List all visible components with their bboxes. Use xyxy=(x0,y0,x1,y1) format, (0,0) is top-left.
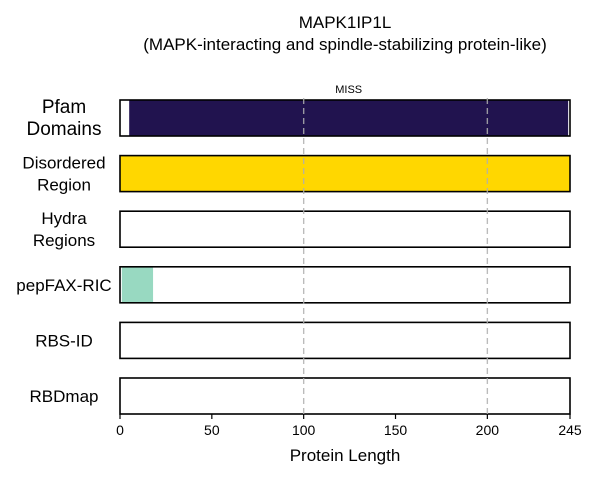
tracks-group: Pfam Domains MISS Disordered Region Hydra Regi… xyxy=(16,84,571,415)
track-label: RBS-ID xyxy=(35,331,93,350)
track-frame xyxy=(119,210,571,248)
track-segment xyxy=(129,100,569,136)
track-row: Disordered Region xyxy=(22,154,571,195)
track-label-line: pepFAX-RIC xyxy=(16,276,111,295)
track-frame xyxy=(119,154,571,193)
reference-lines xyxy=(302,98,489,414)
x-tick-label: 0 xyxy=(116,422,124,438)
chart-subtitle: (MAPK-interacting and spindle-stabilizin… xyxy=(143,35,546,54)
track-segment xyxy=(120,155,570,192)
track-frame xyxy=(119,321,571,360)
track-label: pepFAX-RIC xyxy=(16,276,111,295)
track-label-line: Region xyxy=(37,176,91,195)
track-row: Pfam Domains MISS xyxy=(27,84,571,140)
track-frame xyxy=(119,99,571,137)
x-tick-label: 100 xyxy=(292,422,316,438)
x-axis-label: Protein Length xyxy=(290,446,401,465)
chart-title: MAPK1IP1L xyxy=(299,13,392,32)
x-tick-label: 150 xyxy=(384,422,408,438)
track-row: pepFAX-RIC xyxy=(16,265,571,304)
track-segment xyxy=(121,266,154,303)
track-label-line: Pfam xyxy=(42,97,86,118)
x-tick-label: 50 xyxy=(204,422,220,438)
track-row: RBS-ID xyxy=(35,321,571,360)
track-label: RBDmap xyxy=(30,387,99,406)
track-row: RBDmap xyxy=(30,377,571,415)
track-label-line: RBS-ID xyxy=(35,331,93,350)
track-label: Hydra Regions xyxy=(33,209,95,250)
track-label: Disordered Region xyxy=(22,154,105,195)
segment-label: MISS xyxy=(335,84,362,96)
track-frame xyxy=(119,377,571,415)
track-label-line: Hydra xyxy=(41,209,87,228)
x-tick-label: 245 xyxy=(558,422,582,438)
track-label-line: Domains xyxy=(27,119,102,140)
track-label-line: Regions xyxy=(33,231,95,250)
track-label-line: RBDmap xyxy=(30,387,99,406)
x-axis: 0 50 100 150 200 245 xyxy=(116,414,582,438)
track-frame xyxy=(119,265,571,304)
x-tick-label: 200 xyxy=(476,422,500,438)
track-label-line: Disordered xyxy=(22,154,105,173)
track-label: Pfam Domains xyxy=(27,97,102,140)
track-row: Hydra Regions xyxy=(33,209,571,250)
